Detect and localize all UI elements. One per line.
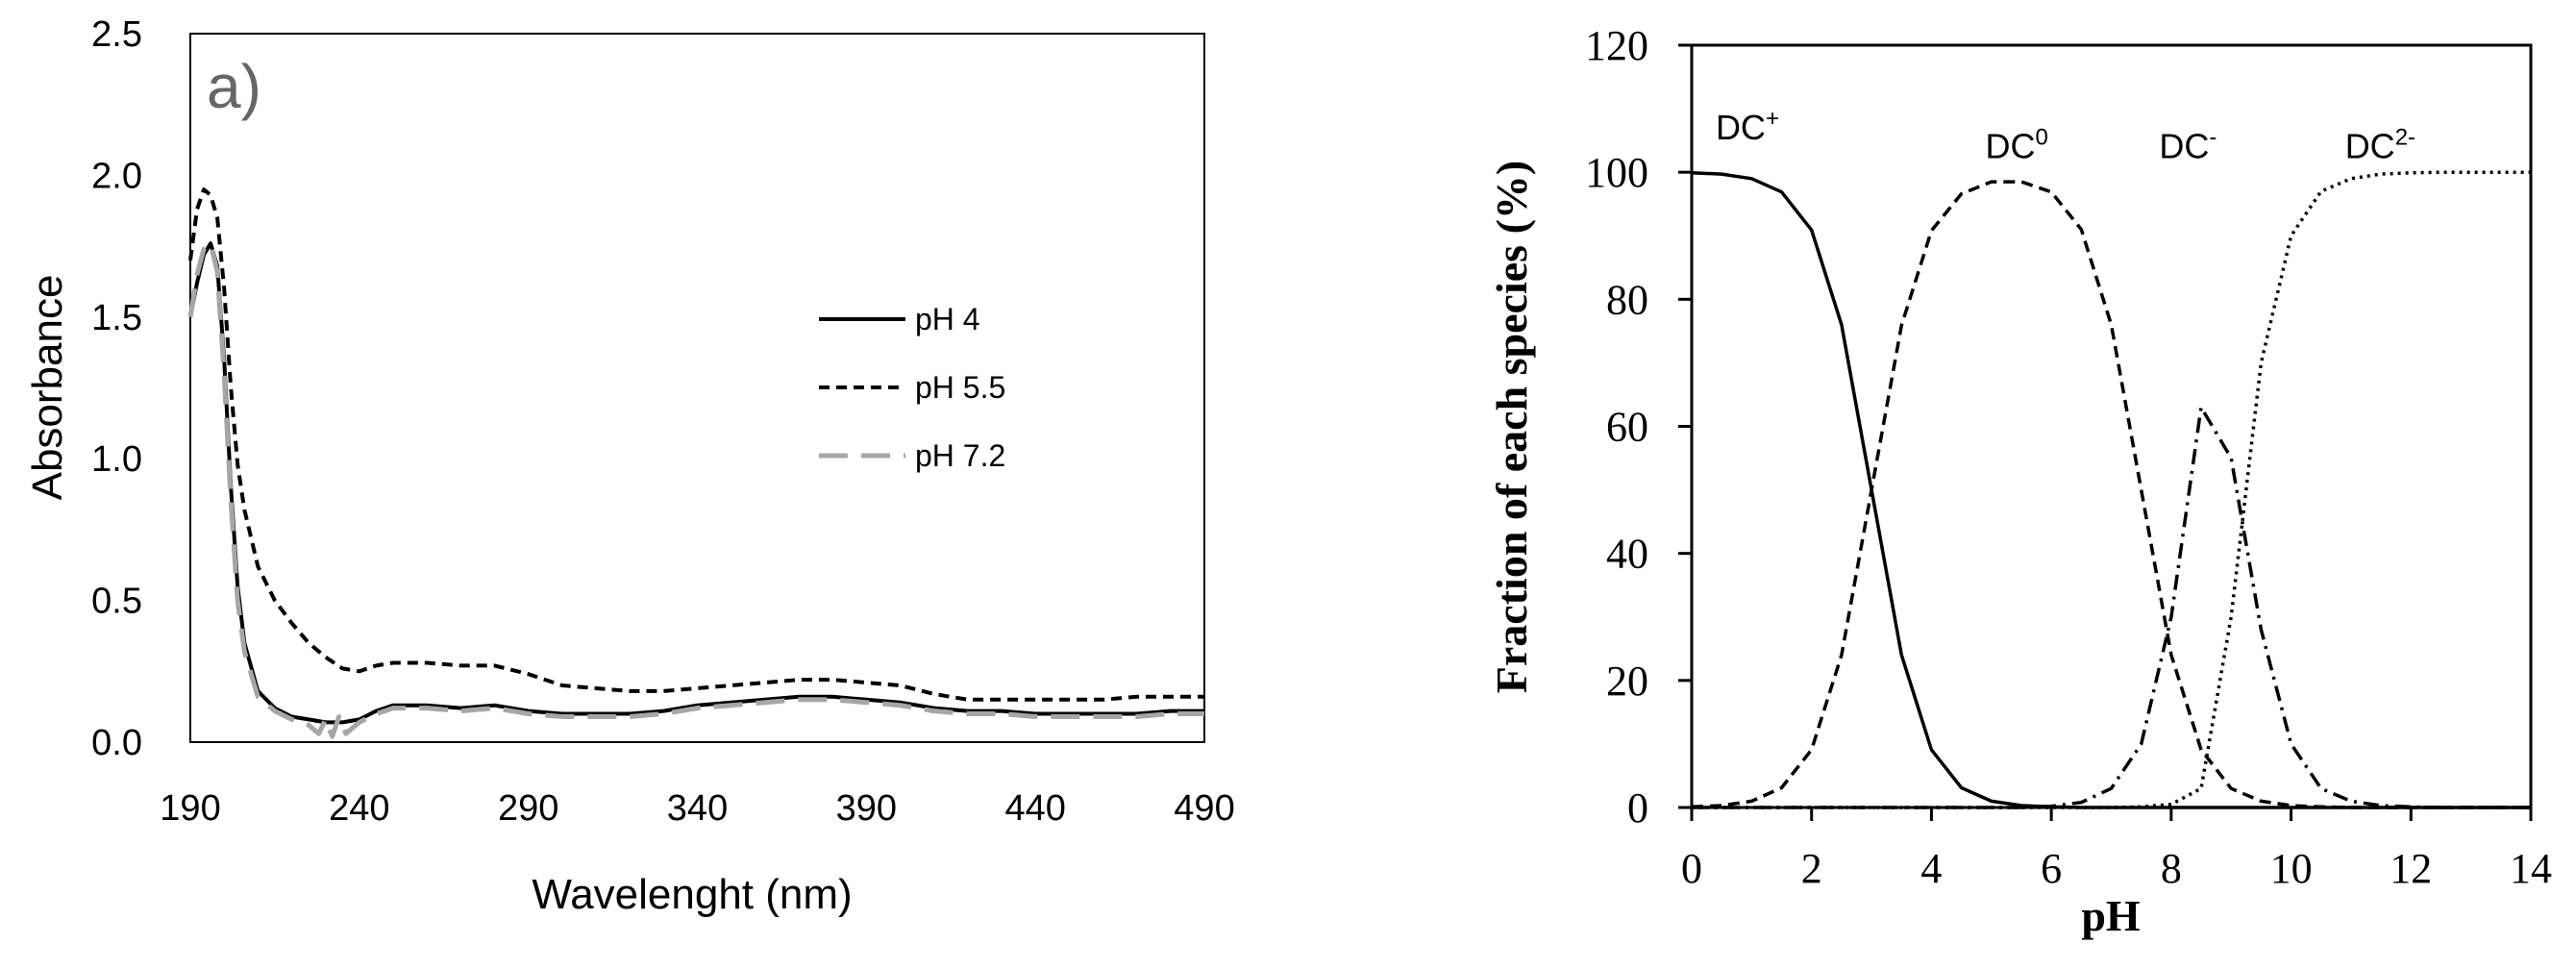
plot-area-frame — [1690, 43, 2533, 809]
y-tick-label: 0 — [1627, 784, 1648, 832]
x-tick-label: 2 — [1801, 845, 1822, 892]
y-tick-labels: 0.0 0.5 1.0 1.5 2.0 2.5 — [91, 14, 142, 763]
species-label: DC2- — [2345, 125, 2415, 166]
y-tick-label: 0.5 — [91, 582, 142, 622]
y-tick-label: 1.5 — [91, 298, 142, 338]
y-tick-label: 80 — [1606, 276, 1648, 323]
series-line-dc0 — [1691, 180, 2531, 809]
absorbance-chart: a) 0.0 0.5 1.0 1.5 2.0 2.5 190 240 290 340 390 440… — [24, 14, 1235, 918]
x-tick-label: 6 — [2041, 845, 2062, 892]
x-tick-labels: 190 240 290 340 390 440 490 — [160, 788, 1234, 829]
y-axis-title: Absorbance — [24, 275, 71, 501]
y-tick-label: 100 — [1585, 149, 1648, 196]
species-labels: DC+ DC0 DC- DC2- — [1716, 106, 2415, 166]
species-label: DC- — [2159, 125, 2217, 166]
y-tick-label: 120 — [1585, 22, 1648, 69]
x-axis-title: pH — [2081, 891, 2141, 940]
y-tick-label: 20 — [1606, 658, 1648, 705]
series-line-ph-4 — [188, 241, 1204, 725]
series-line-dcplus — [1691, 171, 2531, 809]
x-tick-label: 10 — [2270, 845, 2313, 892]
x-tick-label: 8 — [2161, 845, 2182, 892]
x-tick-label: 340 — [667, 788, 728, 829]
x-tick-labels: 0 2 4 6 8 10 12 14 — [1681, 808, 2552, 892]
legend-label: pH 4 — [915, 302, 980, 336]
x-tick-label: 290 — [498, 788, 558, 829]
y-axis-title: Fraction of each species (%) — [1487, 161, 1536, 693]
plot-area-frame — [189, 33, 1205, 743]
x-tick-label: 0 — [1681, 845, 1702, 892]
x-tick-label: 240 — [329, 788, 389, 829]
y-tick-label: 40 — [1606, 531, 1648, 578]
legend: pH 4 pH 5.5 pH 7.2 — [819, 302, 1005, 473]
panel-label: a) — [207, 52, 261, 121]
x-tick-label: 390 — [836, 788, 897, 829]
x-tick-label: 190 — [160, 788, 220, 829]
y-tick-label: 0.0 — [91, 723, 142, 763]
species-label: DC0 — [1986, 125, 2048, 166]
series-line-dcminus — [1692, 405, 2531, 809]
species-fraction-chart: 0 20 40 60 80 100 120 0 2 4 6 8 10 12 14 DC+ DC0 DC- DC2… — [1487, 22, 2552, 940]
x-tick-label: 490 — [1174, 788, 1234, 829]
series-line-ph-7-2 — [187, 240, 1204, 739]
x-tick-label: 12 — [2390, 845, 2432, 892]
y-tick-label: 60 — [1606, 404, 1648, 451]
x-tick-label: 14 — [2510, 845, 2552, 892]
x-tick-label: 4 — [1920, 845, 1942, 892]
y-tick-label: 2.0 — [91, 156, 142, 196]
x-tick-label: 440 — [1004, 788, 1065, 829]
series-lines — [187, 187, 1204, 739]
y-tick-label: 1.0 — [91, 439, 142, 480]
series-lines — [1691, 170, 2531, 809]
legend-label: pH 5.5 — [915, 370, 1005, 405]
legend-label: pH 7.2 — [915, 438, 1005, 473]
series-line-dc2minus — [1692, 170, 2531, 809]
series-line-ph-5-5 — [188, 187, 1204, 702]
x-axis-title: Wavelenght (nm) — [532, 871, 852, 918]
y-tick-label: 2.5 — [91, 14, 142, 55]
y-tick-labels: 0 20 40 60 80 100 120 — [1585, 22, 1692, 832]
species-label: DC+ — [1716, 106, 1779, 147]
